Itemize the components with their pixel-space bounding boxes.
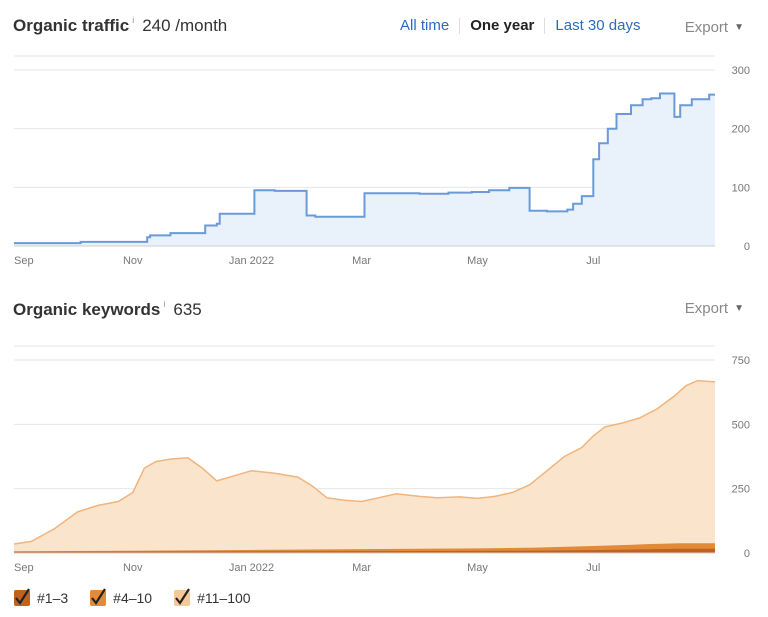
keywords-value: 635 bbox=[173, 300, 202, 319]
x-tick-label: May bbox=[467, 562, 488, 574]
y-tick-label: 0 bbox=[744, 241, 750, 253]
kw-11-100-area bbox=[14, 380, 715, 553]
keywords-info-icon[interactable]: i bbox=[163, 299, 166, 309]
traffic-title: Organic traffic bbox=[13, 16, 130, 35]
x-tick-label: Mar bbox=[352, 562, 371, 574]
x-tick-label: Jan 2022 bbox=[229, 255, 274, 267]
y-tick-label: 750 bbox=[732, 355, 750, 367]
legend-item-11-100[interactable]: #11–100 bbox=[174, 588, 251, 606]
traffic-export-button[interactable]: Export ▼ bbox=[685, 19, 744, 36]
traffic-info-icon[interactable]: i bbox=[132, 15, 135, 25]
chevron-down-icon: ▼ bbox=[734, 22, 744, 33]
keywords-title: Organic keywords bbox=[13, 300, 161, 319]
kw-4-10-line bbox=[13, 543, 715, 553]
kw-11-100-line bbox=[13, 379, 716, 545]
keywords-header: Organic keywords i 635 bbox=[13, 299, 202, 324]
x-tick-label: Sep bbox=[14, 562, 34, 574]
kw-1-3-line bbox=[13, 548, 715, 554]
legend-label: #11–100 bbox=[197, 590, 251, 606]
traffic-value: 240 /month bbox=[142, 16, 228, 35]
keywords-legend: #1–3 #4–10 #11–100 bbox=[14, 588, 251, 606]
y-tick-label: 250 bbox=[732, 484, 750, 496]
legend-label: #4–10 bbox=[113, 590, 153, 606]
x-tick-label: May bbox=[467, 255, 488, 267]
traffic-export-label: Export bbox=[684, 19, 729, 36]
checkbox-checked-icon[interactable] bbox=[14, 588, 30, 606]
tab-last-30-days[interactable]: Last 30 days bbox=[555, 17, 641, 34]
y-tick-label: 0 bbox=[744, 548, 750, 560]
keywords-export-button[interactable]: Export ▼ bbox=[685, 300, 744, 317]
y-tick-label: 300 bbox=[732, 65, 750, 77]
traffic-chart: 0 100 200 300 Sep Nov Jan 2022 Mar May Jul bbox=[14, 55, 750, 267]
traffic-area bbox=[14, 93, 715, 246]
keywords-export-label: Export bbox=[684, 300, 729, 317]
legend-item-4-10[interactable]: #4–10 bbox=[90, 588, 153, 606]
x-tick-label: Nov bbox=[123, 562, 143, 574]
range-tabs: All time One year Last 30 days bbox=[390, 17, 650, 34]
legend-item-1-3[interactable]: #1–3 bbox=[14, 588, 69, 606]
traffic-header: Organic traffic i 240 /month bbox=[13, 15, 228, 40]
x-tick-label: Sep bbox=[14, 255, 34, 267]
checkbox-checked-icon[interactable] bbox=[90, 588, 107, 606]
y-tick-label: 100 bbox=[732, 182, 750, 194]
x-tick-label: Nov bbox=[123, 255, 143, 267]
legend-label: #1–3 bbox=[37, 590, 69, 606]
tab-divider bbox=[544, 17, 546, 34]
traffic-line bbox=[14, 92, 715, 245]
tab-one-year[interactable]: One year bbox=[470, 17, 535, 34]
chevron-down-icon: ▼ bbox=[734, 303, 744, 314]
tab-all-time[interactable]: All time bbox=[400, 17, 450, 34]
x-tick-label: Jan 2022 bbox=[229, 562, 274, 574]
checkbox-checked-icon[interactable] bbox=[174, 588, 191, 606]
tab-divider bbox=[459, 17, 461, 34]
x-tick-label: Jul bbox=[586, 255, 600, 267]
x-tick-label: Jul bbox=[586, 562, 600, 574]
y-tick-label: 200 bbox=[732, 124, 750, 136]
x-tick-label: Mar bbox=[352, 255, 371, 267]
y-tick-label: 500 bbox=[732, 419, 750, 431]
keywords-chart: 0 250 500 750 Sep Nov Jan 2022 Mar May Jul bbox=[13, 345, 750, 574]
